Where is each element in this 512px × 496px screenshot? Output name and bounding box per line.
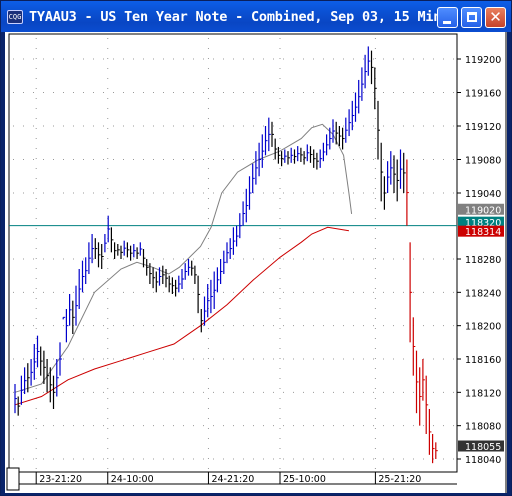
price-label-short-ma <box>458 203 504 215</box>
maximize-icon <box>467 12 477 22</box>
y-tick-label: 119040 <box>465 189 501 200</box>
price-label-text: 118314 <box>465 227 501 238</box>
chart-app-icon[interactable]: CQG <box>7 10 23 24</box>
price-chart[interactable]: 119200 119160 119120 119080 119040 118280 1182… <box>5 32 507 493</box>
x-tick-label: 24-10:00 <box>111 474 154 485</box>
y-tick-label: 118240 <box>465 288 501 299</box>
price-label-last-price <box>458 440 504 452</box>
close-icon: ✕ <box>489 8 502 26</box>
y-tick-label: 118200 <box>465 322 501 333</box>
minimize-icon <box>443 21 451 24</box>
y-tick-label: 119080 <box>465 156 501 167</box>
chart-area[interactable]: 119200 119160 119120 119080 119040 118280 1182… <box>5 32 507 493</box>
scroll-box <box>6 467 20 491</box>
title-bar[interactable]: CQG TYAAU3 - US Ten Year Note - Combined… <box>1 1 511 32</box>
x-tick-label: 23-21:20 <box>39 474 82 485</box>
y-tick-label: 119120 <box>465 122 501 133</box>
maximize-button[interactable] <box>461 7 482 28</box>
y-tick-label: 118120 <box>465 388 501 399</box>
price-label-horizontal-line <box>458 216 504 228</box>
y-tick-label: 119200 <box>465 55 501 66</box>
y-tick-label: 118080 <box>465 422 501 433</box>
price-label-long-ma <box>458 225 504 237</box>
x-tick-label: 24-21:20 <box>211 474 254 485</box>
long-moving-average <box>14 226 349 406</box>
close-button[interactable]: ✕ <box>485 7 506 28</box>
x-tick-label: 25-10:00 <box>283 474 326 485</box>
y-tick-label: 118280 <box>465 255 501 266</box>
price-label-text: 118320 <box>465 218 501 229</box>
price-label-text: 119020 <box>465 205 501 216</box>
window-title: TYAAU3 - US Ten Year Note - Combined, Se… <box>29 9 442 25</box>
y-tick-label: 118160 <box>465 355 501 366</box>
x-tick-label: 25-21:20 <box>378 474 421 485</box>
price-label-text: 118055 <box>465 442 501 453</box>
minimize-button[interactable] <box>437 7 458 28</box>
y-tick-label: 118040 <box>465 455 501 466</box>
short-moving-average <box>14 123 353 393</box>
y-tick-label: 119160 <box>465 89 501 100</box>
